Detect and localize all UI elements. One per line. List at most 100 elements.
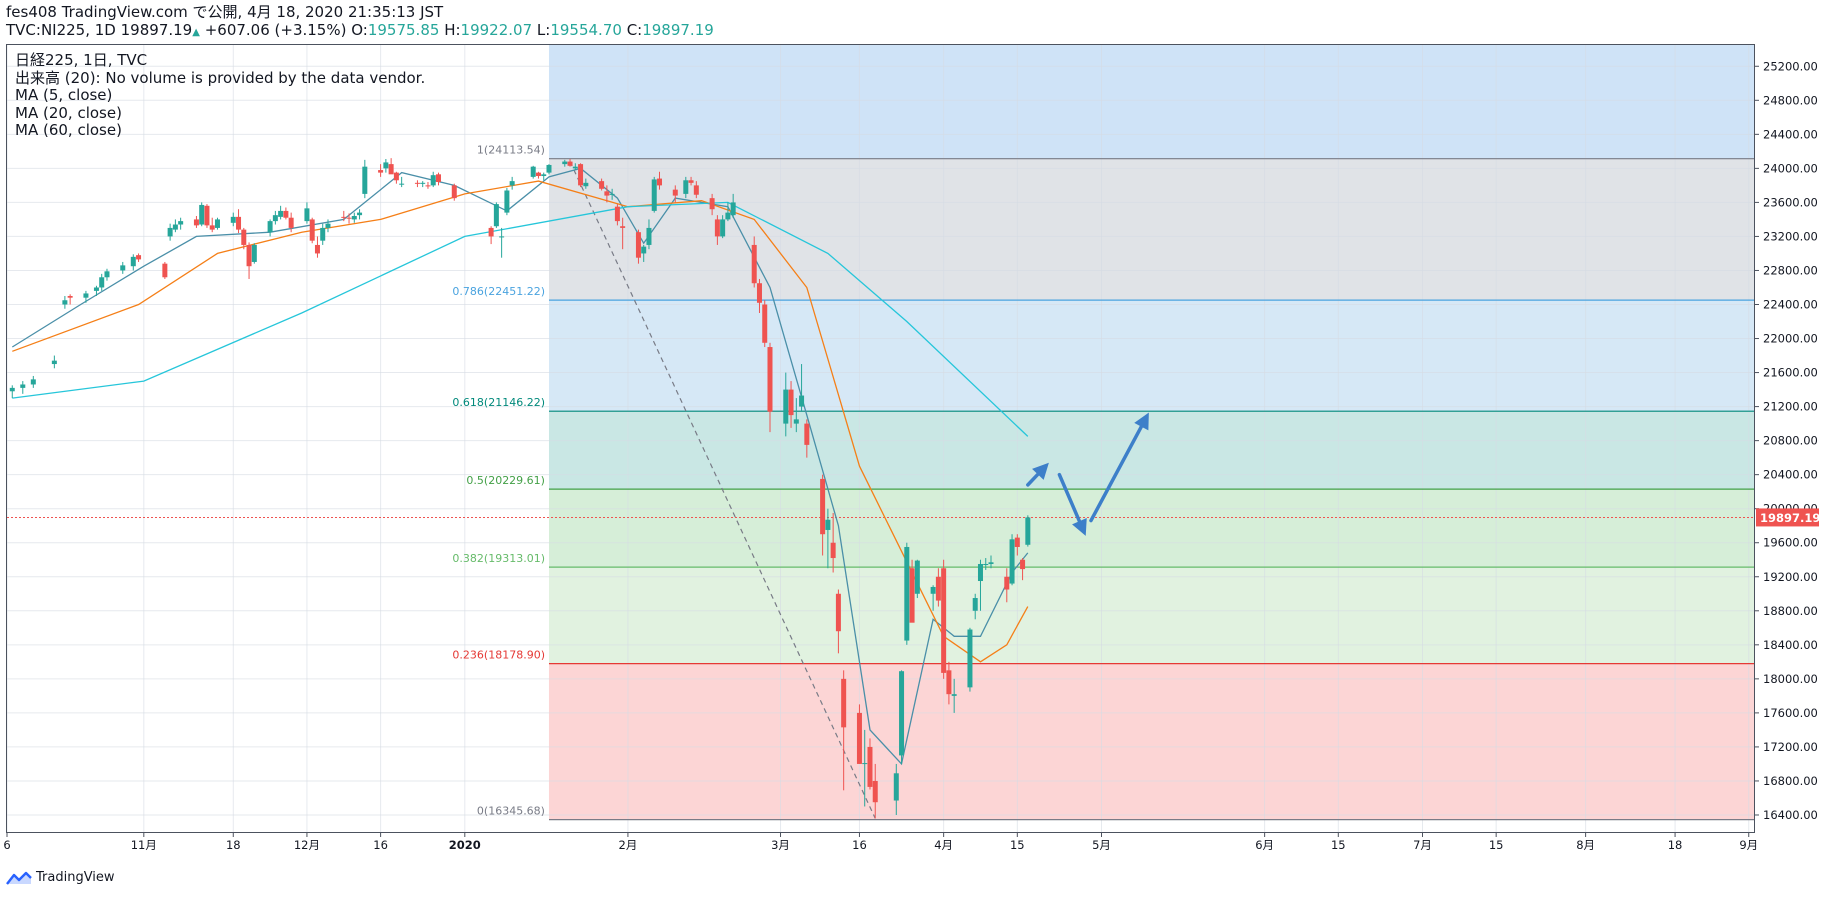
high-value: 19922.07 xyxy=(460,21,533,39)
candle-body xyxy=(693,185,699,195)
candle-body xyxy=(872,780,878,803)
candle-body xyxy=(714,219,720,237)
candle-body xyxy=(972,598,978,611)
candle xyxy=(946,661,952,705)
fib-level-label: 0.618(21146.22) xyxy=(452,396,545,409)
time-tick-label: 15 xyxy=(1489,838,1504,852)
candle xyxy=(656,171,662,190)
candle xyxy=(136,253,142,262)
candle-body xyxy=(983,563,989,565)
legend-ma20[interactable]: MA (20, close) xyxy=(15,103,122,122)
candle-body xyxy=(1009,539,1015,584)
candle xyxy=(104,268,110,281)
candle-body xyxy=(178,221,184,225)
candle xyxy=(935,568,941,607)
candle xyxy=(67,294,73,305)
candle-body xyxy=(414,182,420,184)
price-tick-label: 23600.00 xyxy=(1763,195,1818,209)
time-tick-label: 4月 xyxy=(934,838,953,852)
candle xyxy=(620,217,626,250)
candle-body xyxy=(862,763,868,765)
candle-body xyxy=(320,227,326,241)
candle-body xyxy=(893,773,899,801)
candle xyxy=(841,670,847,791)
candle-body xyxy=(783,389,789,424)
candle-body xyxy=(635,232,641,258)
price-tick-label: 22800.00 xyxy=(1763,263,1818,277)
candle xyxy=(604,185,610,203)
candle-body xyxy=(420,182,426,184)
candle xyxy=(651,176,657,213)
candle-body xyxy=(346,217,352,219)
candle xyxy=(793,398,799,433)
close-label: C: xyxy=(626,21,643,39)
ohlc-header: TVC:NI225, 1D 19897.19▲ +607.06 (+3.15%)… xyxy=(6,21,714,42)
forecast-arrow-1 xyxy=(1057,472,1082,523)
candle-body xyxy=(1014,537,1020,547)
candle-body xyxy=(767,347,773,412)
candle xyxy=(825,508,831,569)
fib-level-label: 0.236(18178.90) xyxy=(452,649,545,662)
candle-body xyxy=(651,179,657,211)
candle xyxy=(578,163,584,188)
fib-level-label: 1(24113.54) xyxy=(477,144,545,157)
price-tick-label: 19200.00 xyxy=(1763,570,1818,584)
candle xyxy=(267,219,273,237)
candle xyxy=(288,212,294,233)
trend-line xyxy=(569,161,876,819)
price-tick-label: 24000.00 xyxy=(1763,161,1818,175)
legend-ma60[interactable]: MA (60, close) xyxy=(15,121,122,139)
candle-body xyxy=(362,166,368,194)
candle xyxy=(725,202,731,222)
price-tick-label: 20800.00 xyxy=(1763,434,1818,448)
candle-body xyxy=(451,185,457,199)
candle-body xyxy=(214,219,220,228)
candle-body xyxy=(909,568,915,623)
candle xyxy=(120,261,126,274)
time-tick-label: 7月 xyxy=(1413,838,1432,852)
candle-body xyxy=(51,360,57,365)
candle-body xyxy=(425,185,431,187)
candle xyxy=(309,217,315,244)
candle xyxy=(830,512,836,573)
candle xyxy=(504,187,510,216)
candle-body xyxy=(599,181,605,189)
candle xyxy=(325,219,331,233)
candle xyxy=(572,163,578,171)
candle xyxy=(509,176,515,190)
candle-body xyxy=(20,384,26,388)
candle xyxy=(272,210,278,225)
candle-body xyxy=(209,225,215,230)
candle xyxy=(493,202,499,228)
candle-body xyxy=(504,190,510,213)
candle-body xyxy=(756,283,762,303)
fib-level-label: 0(16345.68) xyxy=(477,805,545,818)
candle-body xyxy=(899,671,905,756)
forecast-arrowhead-0 xyxy=(1032,462,1049,480)
price-tick-label: 25200.00 xyxy=(1763,59,1818,73)
candle xyxy=(583,178,589,189)
candle xyxy=(9,385,15,399)
candle-body xyxy=(378,170,384,173)
candle xyxy=(799,364,805,411)
footer-brand[interactable]: TradingView xyxy=(6,870,115,885)
legend-ma5[interactable]: MA (5, close) xyxy=(15,86,113,104)
triangle-up-icon: ▲ xyxy=(192,27,200,38)
time-tick-label: 3月 xyxy=(771,838,790,852)
candle xyxy=(283,207,289,220)
candle-body xyxy=(62,300,68,305)
candle-body xyxy=(535,172,541,177)
candle xyxy=(972,593,978,620)
candle xyxy=(635,229,641,264)
price-tick-label: 16400.00 xyxy=(1763,808,1818,822)
candle xyxy=(1020,558,1026,581)
forecast-arrowhead-2 xyxy=(1134,412,1149,431)
candle-body xyxy=(641,246,647,254)
high-label: H: xyxy=(444,21,461,39)
candle xyxy=(951,678,957,713)
time-tick-label: 2020 xyxy=(449,838,481,852)
open-label: O: xyxy=(351,21,368,39)
candle xyxy=(357,209,363,220)
candle xyxy=(872,763,878,819)
